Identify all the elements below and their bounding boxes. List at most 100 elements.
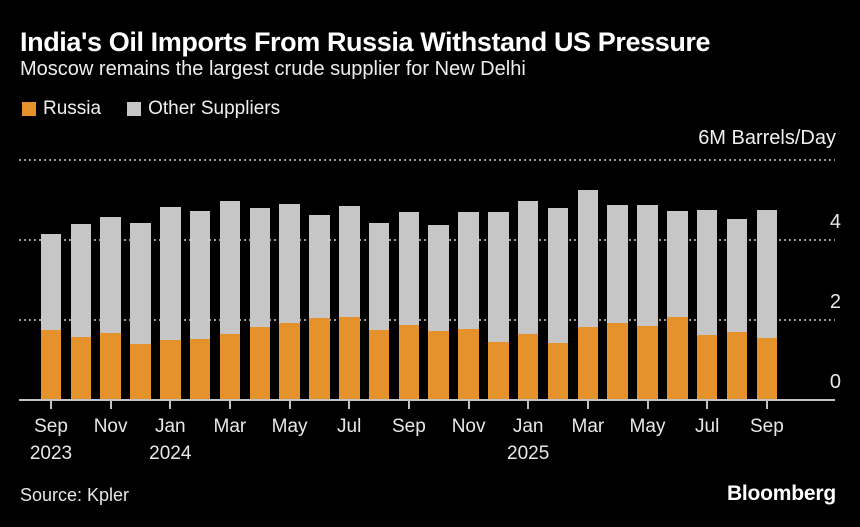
legend-item-russia: Russia: [22, 99, 101, 119]
bar-other-suppliers: [130, 222, 151, 344]
bar-russia: [428, 330, 449, 400]
x-tick-label: Mar: [571, 416, 605, 437]
x-tick-label: Mar: [213, 416, 247, 437]
bar-russia: [667, 317, 688, 400]
gridline-4: [19, 239, 835, 241]
bar-other-suppliers: [189, 211, 211, 340]
y-tick-label: 4: [829, 211, 841, 233]
bar-russia: [577, 327, 599, 400]
bar-russia: [160, 340, 181, 400]
bar-other-suppliers: [428, 224, 449, 331]
y-axis-unit-label: 6M Barrels/Day: [698, 127, 836, 149]
x-axis-tick: [348, 401, 351, 409]
bar-other-suppliers: [40, 234, 62, 330]
bar-other-suppliers: [368, 222, 390, 331]
bar-russia: [130, 344, 151, 400]
bar-russia: [339, 317, 360, 400]
x-axis-tick: [288, 401, 291, 409]
x-tick-label: Sep: [749, 416, 784, 437]
page-subtitle: Moscow remains the largest crude supplie…: [20, 58, 526, 80]
x-tick-label: May: [629, 416, 666, 437]
x-tick-label: Jul: [337, 416, 362, 437]
bar-russia: [488, 342, 509, 400]
legend: Russia Other Suppliers: [22, 99, 280, 119]
bar-russia: [249, 327, 270, 400]
x-axis-tick: [527, 401, 530, 409]
x-tick-label: Sep: [34, 416, 68, 437]
x-tick-year-label: 2025: [507, 443, 550, 464]
x-tick-year-label: 2023: [29, 443, 73, 464]
x-tick-year-label: 2024: [149, 443, 192, 464]
x-tick-label: Jul: [695, 416, 720, 437]
bar-other-suppliers: [696, 210, 718, 336]
bar-other-suppliers: [726, 219, 748, 332]
bar-other-suppliers: [517, 201, 539, 335]
source-note: Source: Kpler: [20, 485, 130, 505]
bar-other-suppliers: [667, 211, 688, 318]
bar-russia: [398, 324, 420, 400]
bar-other-suppliers: [70, 223, 92, 338]
y-tick-label: 2: [829, 291, 841, 313]
bar-russia: [517, 334, 539, 400]
x-tick-label: Jan: [512, 416, 544, 437]
x-tick-label: Nov: [93, 416, 128, 437]
bar-other-suppliers: [577, 189, 599, 328]
legend-label-russia: Russia: [43, 98, 102, 119]
russia-swatch-icon: [22, 102, 36, 116]
x-axis-tick: [586, 401, 589, 409]
x-axis-tick: [765, 401, 768, 409]
bar-other-suppliers: [607, 204, 628, 323]
x-axis-tick: [706, 401, 709, 409]
x-tick-label: Sep: [391, 416, 426, 437]
x-axis-tick: [50, 401, 52, 409]
bar-russia: [458, 329, 479, 400]
bar-russia: [607, 322, 628, 400]
x-axis-line: [19, 399, 835, 401]
bar-russia: [100, 333, 121, 400]
bar-russia: [219, 334, 241, 400]
bar-other-suppliers: [309, 214, 330, 319]
bloomberg-logo: Bloomberg: [726, 482, 836, 505]
page-title: India's Oil Imports From Russia Withstan…: [20, 27, 711, 57]
x-tick-label: May: [271, 416, 308, 437]
gridline-2: [19, 319, 835, 321]
bar-russia: [547, 342, 569, 400]
bar-other-suppliers: [100, 217, 121, 334]
x-axis-tick: [109, 401, 112, 409]
x-axis-tick: [646, 401, 649, 409]
bar-other-suppliers: [279, 204, 300, 323]
x-axis-tick: [407, 401, 410, 409]
bar-other-suppliers: [547, 208, 569, 343]
other-suppliers-swatch-icon: [127, 102, 142, 116]
bar-other-suppliers: [160, 206, 181, 341]
bar-russia: [637, 326, 658, 400]
bar-russia: [189, 339, 211, 400]
bar-russia: [756, 337, 778, 400]
bar-russia: [309, 318, 330, 400]
y-tick-label: 0: [829, 371, 841, 393]
gridline-6: [19, 159, 835, 161]
bar-russia: [726, 332, 748, 400]
bar-other-suppliers: [339, 206, 360, 318]
bar-other-suppliers: [637, 205, 658, 327]
x-tick-label: Jan: [154, 416, 186, 437]
bar-russia: [279, 322, 300, 400]
bar-russia: [40, 329, 62, 400]
bar-other-suppliers: [249, 207, 270, 328]
bar-other-suppliers: [488, 212, 509, 343]
legend-label-other-suppliers: Other Suppliers: [148, 98, 281, 119]
x-tick-label: Nov: [451, 416, 486, 437]
bar-other-suppliers: [458, 212, 479, 330]
bar-russia: [696, 335, 718, 400]
bar-russia: [368, 330, 390, 400]
x-axis-tick: [169, 401, 172, 409]
bar-other-suppliers: [398, 211, 420, 325]
x-axis-tick: [467, 401, 470, 409]
bar-other-suppliers: [756, 210, 778, 338]
x-axis-tick: [228, 401, 231, 409]
legend-item-other-suppliers: Other Suppliers: [127, 99, 280, 119]
bar-russia: [70, 337, 92, 400]
bar-other-suppliers: [219, 201, 241, 335]
